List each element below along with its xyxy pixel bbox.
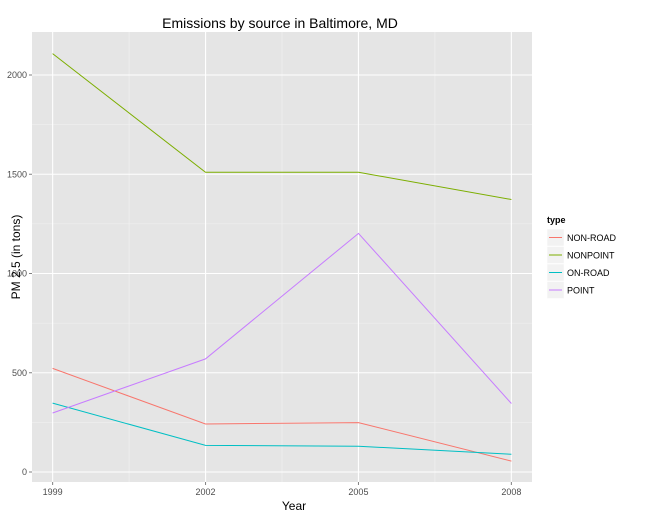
legend-label-point: POINT — [567, 286, 595, 296]
x-tick-label: 1999 — [43, 487, 63, 497]
x-tick-label: 2005 — [348, 487, 368, 497]
y-axis-ticks: 0 500 1000 1500 2000 — [7, 70, 32, 477]
x-tick-label: 2002 — [196, 487, 216, 497]
legend: type NON-ROAD NONPOINT ON-ROAD POINT — [546, 215, 616, 299]
y-tick-label: 1000 — [7, 269, 27, 279]
y-tick-label: 1500 — [7, 169, 27, 179]
minor-gridlines — [32, 32, 532, 482]
series-line-non-road — [52, 367, 512, 462]
series-line-on-road — [52, 402, 512, 455]
legend-title: type — [547, 215, 566, 225]
y-axis-title: PM 2.5 (in tons) — [9, 215, 23, 300]
x-axis-ticks: 1999 2002 2005 2008 — [43, 482, 521, 497]
series-lines — [52, 53, 512, 462]
legend-label-on-road: ON-ROAD — [567, 268, 610, 278]
series-line-point — [52, 232, 512, 414]
y-tick-label: 500 — [12, 368, 27, 378]
legend-items: NON-ROAD NONPOINT ON-ROAD POINT — [546, 228, 616, 299]
legend-label-nonpoint: NONPOINT — [567, 251, 615, 261]
y-tick-label: 0 — [22, 467, 27, 477]
legend-label-non-road: NON-ROAD — [567, 233, 616, 243]
major-gridlines — [32, 32, 532, 482]
y-tick-label: 2000 — [7, 70, 27, 80]
x-tick-label: 2008 — [501, 487, 521, 497]
x-axis-title: Year — [282, 499, 306, 513]
series-line-nonpoint — [52, 53, 512, 200]
chart-title: Emissions by source in Baltimore, MD — [162, 15, 398, 31]
